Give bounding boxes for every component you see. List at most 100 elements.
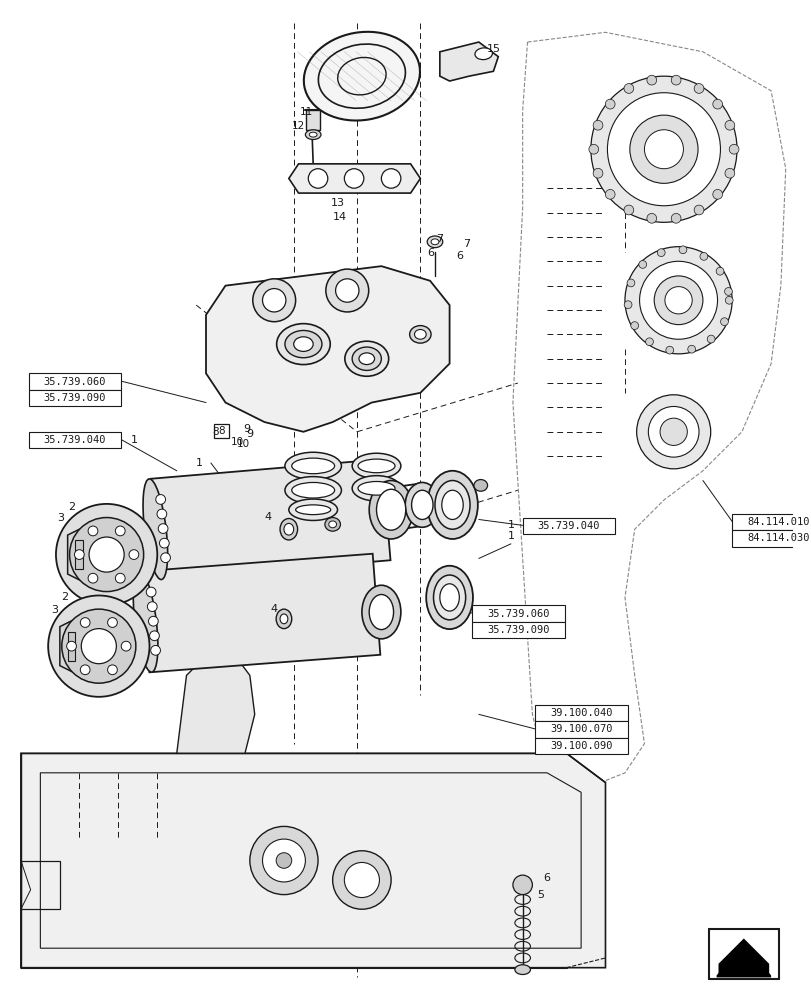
Circle shape <box>647 406 698 457</box>
Circle shape <box>148 616 158 626</box>
Circle shape <box>693 205 703 215</box>
Circle shape <box>706 335 714 343</box>
Circle shape <box>657 249 664 257</box>
Ellipse shape <box>427 471 477 539</box>
Circle shape <box>604 99 614 109</box>
Circle shape <box>89 537 124 572</box>
Ellipse shape <box>435 481 470 529</box>
Circle shape <box>308 169 328 188</box>
Ellipse shape <box>280 614 287 624</box>
Polygon shape <box>21 753 605 968</box>
Polygon shape <box>151 459 390 580</box>
Text: 6: 6 <box>427 248 434 258</box>
Ellipse shape <box>291 482 334 498</box>
Polygon shape <box>289 164 420 193</box>
Circle shape <box>48 595 149 697</box>
Polygon shape <box>60 621 79 671</box>
Circle shape <box>724 168 734 178</box>
Text: 12: 12 <box>292 121 305 131</box>
Ellipse shape <box>427 236 442 248</box>
Ellipse shape <box>369 481 413 539</box>
Circle shape <box>252 279 295 322</box>
Circle shape <box>158 524 168 533</box>
Circle shape <box>654 276 702 325</box>
Ellipse shape <box>431 239 438 245</box>
Circle shape <box>664 287 691 314</box>
Circle shape <box>644 130 683 169</box>
Circle shape <box>671 75 680 85</box>
Circle shape <box>56 504 157 605</box>
Circle shape <box>712 99 722 109</box>
Polygon shape <box>715 940 770 977</box>
Text: 84.114.010: 84.114.010 <box>746 517 809 527</box>
Circle shape <box>659 418 686 445</box>
Ellipse shape <box>409 326 431 343</box>
Text: 35.739.090: 35.739.090 <box>44 393 106 403</box>
Circle shape <box>149 631 159 641</box>
Bar <box>28 432 121 448</box>
Circle shape <box>148 602 157 612</box>
Ellipse shape <box>295 505 330 515</box>
Circle shape <box>115 573 125 583</box>
Ellipse shape <box>411 490 432 519</box>
Bar <box>534 705 627 721</box>
Ellipse shape <box>328 521 336 528</box>
Circle shape <box>325 269 368 312</box>
Text: 1: 1 <box>507 520 514 530</box>
Text: 7: 7 <box>436 234 443 244</box>
Circle shape <box>724 120 734 130</box>
Ellipse shape <box>294 337 313 351</box>
Circle shape <box>678 246 686 254</box>
Polygon shape <box>206 266 449 432</box>
Text: 35.739.090: 35.739.090 <box>487 625 549 635</box>
Text: 4: 4 <box>264 512 272 522</box>
Circle shape <box>646 213 656 223</box>
Circle shape <box>712 189 722 199</box>
Circle shape <box>146 587 156 597</box>
Ellipse shape <box>358 353 374 365</box>
Circle shape <box>624 247 732 354</box>
Circle shape <box>80 665 90 675</box>
Text: 9: 9 <box>243 424 250 434</box>
Text: 11: 11 <box>299 107 312 117</box>
Ellipse shape <box>309 132 316 137</box>
Text: 5: 5 <box>536 890 543 900</box>
Circle shape <box>604 189 614 199</box>
Circle shape <box>262 839 305 882</box>
Bar <box>471 622 564 638</box>
Circle shape <box>699 252 707 260</box>
Circle shape <box>159 538 169 548</box>
Ellipse shape <box>324 518 340 531</box>
Circle shape <box>276 853 291 868</box>
Circle shape <box>629 115 697 183</box>
Ellipse shape <box>352 476 401 501</box>
Bar <box>213 424 229 438</box>
Polygon shape <box>177 656 255 753</box>
Polygon shape <box>67 529 87 580</box>
Circle shape <box>693 84 703 93</box>
Ellipse shape <box>285 477 341 504</box>
Ellipse shape <box>352 453 401 479</box>
Text: 3: 3 <box>51 605 58 615</box>
Circle shape <box>129 550 139 559</box>
Ellipse shape <box>514 965 530 975</box>
Text: 15: 15 <box>486 44 500 54</box>
Text: 1: 1 <box>507 531 514 541</box>
Circle shape <box>161 553 170 563</box>
Text: 8: 8 <box>212 427 219 437</box>
Ellipse shape <box>280 519 297 540</box>
Circle shape <box>121 641 131 651</box>
Polygon shape <box>718 938 768 974</box>
Text: 10: 10 <box>230 437 243 447</box>
Ellipse shape <box>440 584 459 611</box>
Text: 6: 6 <box>543 873 550 883</box>
Ellipse shape <box>369 595 393 630</box>
Text: 2: 2 <box>68 502 75 512</box>
Circle shape <box>626 279 634 287</box>
Circle shape <box>67 641 76 651</box>
Ellipse shape <box>276 609 291 629</box>
Circle shape <box>156 495 165 504</box>
Text: 35.739.040: 35.739.040 <box>44 435 106 445</box>
Text: 3: 3 <box>58 513 64 523</box>
Circle shape <box>81 629 116 664</box>
